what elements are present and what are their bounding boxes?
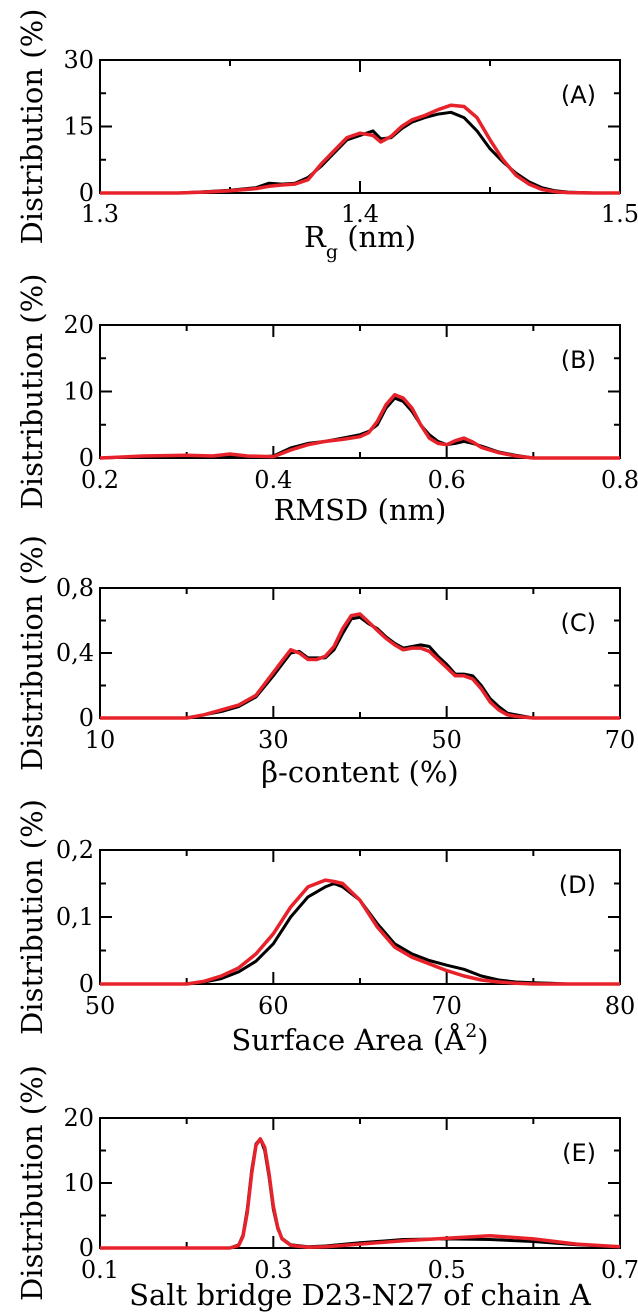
chart-panel-a: 1.3 1.4 1.5 0 15 30 (A) Rg (nm) Distribution (%) xyxy=(15,9,638,263)
panel-label: (B) xyxy=(561,346,596,374)
y-tick-label: 0 xyxy=(79,1234,94,1262)
series-line-red xyxy=(99,393,620,460)
x-tick-label: 10 xyxy=(85,726,116,754)
plot-frame xyxy=(99,1117,621,1249)
panel-label: (C) xyxy=(561,609,596,637)
x-tick-label: 0.8 xyxy=(601,466,638,494)
y-tick-label: 0 xyxy=(79,970,94,998)
y-tick-label: 0,2 xyxy=(56,836,94,864)
x-tick-label: 0.2 xyxy=(81,466,119,494)
x-axis-title-rest: (nm) xyxy=(338,220,416,254)
y-tick-label: 10 xyxy=(63,378,94,406)
chart-panel-d: 50 60 70 80 0 0,1 0,2 (D) Surface Area (Å2) Distr… xyxy=(15,799,635,1057)
x-tick-label: 1.4 xyxy=(341,200,379,228)
y-tick-label: 0,1 xyxy=(56,903,94,931)
x-axis-title-superscript: 2 xyxy=(465,1020,477,1042)
x-tick-label: 50 xyxy=(431,726,462,754)
y-tick-label: 15 xyxy=(63,113,94,141)
x-axis-title-rest: ) xyxy=(477,1023,488,1057)
y-tick-label: 20 xyxy=(63,1104,94,1132)
series-line-red xyxy=(100,103,620,195)
y-axis-title: Distribution (%) xyxy=(15,799,49,1035)
x-tick-label: 0.1 xyxy=(81,1256,119,1284)
series-line-red xyxy=(100,612,620,720)
x-tick-label: 0.3 xyxy=(254,1256,292,1284)
x-axis-title: Salt bridge D23-N27 of chain A xyxy=(129,1278,592,1312)
x-axis-title: β-content (%) xyxy=(261,755,459,789)
y-tick-label: 0,4 xyxy=(56,639,94,667)
x-tick-label: 70 xyxy=(605,726,636,754)
x-tick-label: 0.7 xyxy=(601,1256,638,1284)
plot-frame xyxy=(99,849,621,985)
chart-panel-b: 0.2 0.4 0.6 0.8 0 10 20 (B) RMSD (nm) Distributio… xyxy=(15,274,638,527)
x-tick-label: 1.3 xyxy=(81,200,119,228)
series-line-black xyxy=(99,396,620,460)
plot-frame xyxy=(99,59,621,194)
y-tick-label: 10 xyxy=(63,1169,94,1197)
chart-panel-e: 0.1 0.3 0.5 0.7 0 10 20 (E) Salt bridge D23-N27 … xyxy=(15,1065,638,1312)
series-line-black xyxy=(100,1137,621,1250)
series-line-black xyxy=(100,110,620,195)
y-axis-title: Distribution (%) xyxy=(15,1065,49,1301)
x-axis-title: RMSD (nm) xyxy=(274,493,447,527)
x-tick-label: 0.5 xyxy=(428,1256,466,1284)
chart-panel-c: 10 30 50 70 0 0,4 0,8 (C) β-content (%) Distribut… xyxy=(15,535,635,789)
x-tick-label: 0.4 xyxy=(254,466,292,494)
x-tick-label: 70 xyxy=(431,992,462,1020)
x-tick-label: 60 xyxy=(258,992,289,1020)
x-tick-label: 1.5 xyxy=(601,200,638,228)
y-tick-label: 0 xyxy=(79,179,94,207)
panel-label: (E) xyxy=(562,1139,596,1167)
y-tick-label: 30 xyxy=(63,46,94,74)
x-axis-title: Rg (nm) xyxy=(304,220,416,263)
series-line-red xyxy=(100,1137,621,1250)
y-axis-title: Distribution (%) xyxy=(15,274,49,510)
panel-label: (D) xyxy=(559,871,596,899)
y-tick-label: 20 xyxy=(63,311,94,339)
x-tick-label: 0.6 xyxy=(428,466,466,494)
plot-frame xyxy=(99,587,621,719)
y-tick-label: 0,8 xyxy=(56,574,94,602)
x-axis-title: Surface Area (Å2) xyxy=(231,1020,488,1057)
x-tick-label: 80 xyxy=(605,992,636,1020)
y-tick-label: 0 xyxy=(79,444,94,472)
y-axis-title: Distribution (%) xyxy=(15,535,49,771)
series-line-black xyxy=(100,615,620,720)
series-line-red xyxy=(100,878,620,986)
y-tick-label: 0 xyxy=(79,704,94,732)
x-tick-label: 50 xyxy=(85,992,116,1020)
x-tick-label: 30 xyxy=(258,726,289,754)
y-axis-title: Distribution (%) xyxy=(15,9,49,245)
panel-label: (A) xyxy=(561,81,596,109)
x-axis-title-subscript: g xyxy=(326,241,338,263)
